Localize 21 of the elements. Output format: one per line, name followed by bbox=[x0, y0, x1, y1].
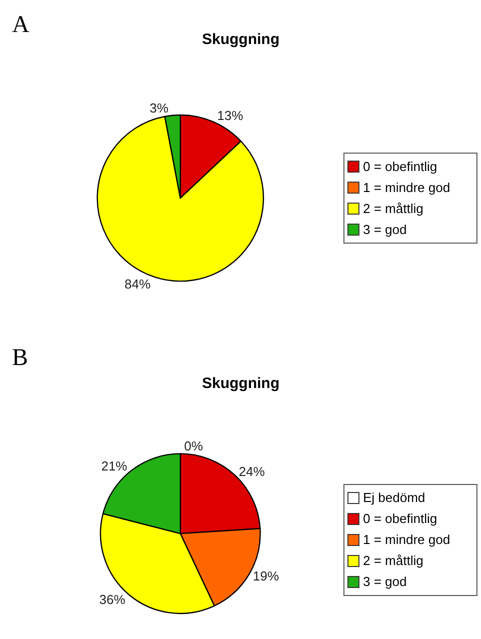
legend-label: 1 = mindre god bbox=[363, 180, 450, 195]
text: A bbox=[12, 12, 30, 38]
chart-title: Skuggning bbox=[202, 375, 280, 392]
data-label: 84% bbox=[124, 276, 151, 292]
data-label: 19% bbox=[252, 568, 280, 584]
data-label: 24% bbox=[238, 464, 266, 479]
text: B bbox=[12, 345, 28, 371]
legend-label: 2 = måttlig bbox=[363, 553, 424, 568]
legend-label: 2 = måttlig bbox=[363, 201, 424, 216]
data-label: 3% bbox=[150, 100, 169, 116]
legend-label: 3 = god bbox=[363, 222, 407, 237]
legend-label: 0 = obefintlig bbox=[363, 159, 438, 174]
legend-label: 0 = obefintlig bbox=[363, 511, 438, 526]
legend-label: Ej bedömd bbox=[363, 490, 426, 505]
legend-label: 3 = god bbox=[363, 574, 407, 589]
data-label: 36% bbox=[99, 592, 126, 608]
data-label: 13% bbox=[217, 108, 244, 124]
chart-title: Skuggning bbox=[202, 31, 280, 48]
text: 0% bbox=[184, 438, 203, 454]
data-label: 21% bbox=[101, 458, 128, 474]
legend-label: 1 = mindre god bbox=[363, 532, 450, 547]
